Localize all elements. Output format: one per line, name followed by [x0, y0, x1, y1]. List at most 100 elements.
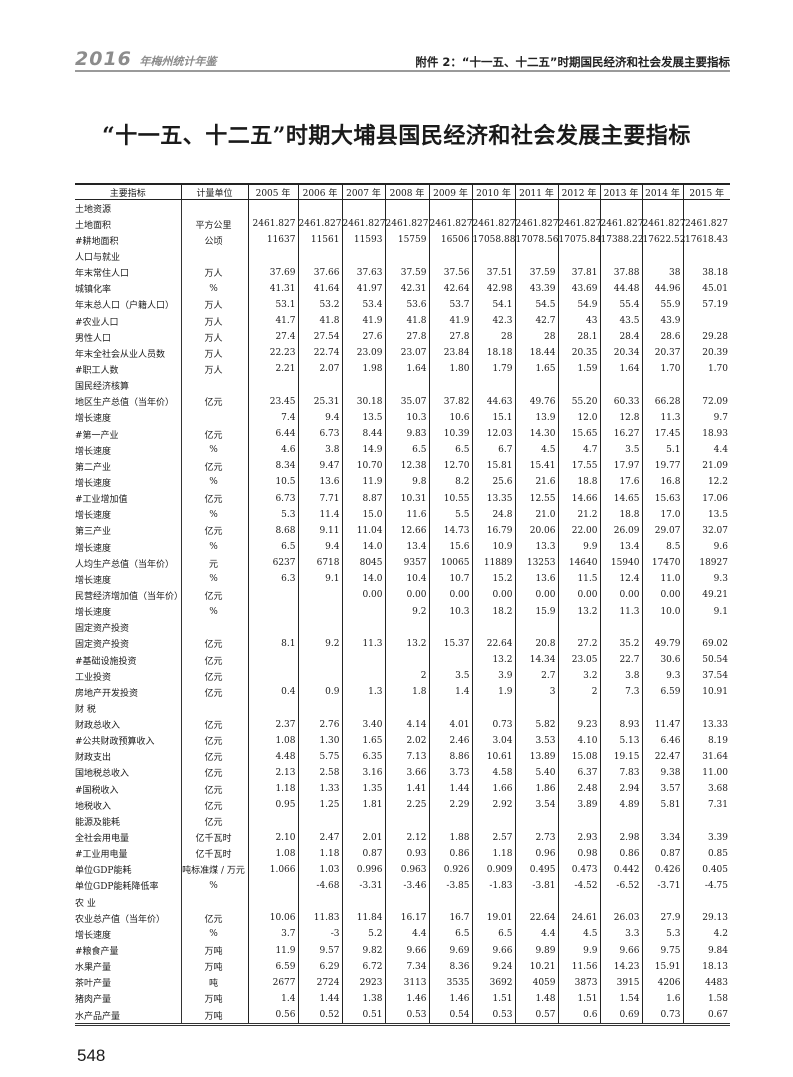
- yearbook-logo: 2016 年梅州统计年鉴: [75, 48, 217, 70]
- value-cell: 14.65: [599, 490, 642, 507]
- value-cell: 17470: [641, 555, 683, 572]
- table-row: #粮食产量 万吨 11.9 9.57 9.82 9.66 9.69 9.66 9.89 9.9 9.…: [75, 942, 730, 959]
- value-cell: 11561: [297, 232, 342, 249]
- value-cell: 1.79: [471, 361, 515, 378]
- value-cell: 17.97: [599, 458, 642, 475]
- value-cell: 15.0: [341, 506, 385, 523]
- value-cell: 6718: [297, 555, 342, 572]
- value-cell: [682, 619, 730, 636]
- value-cell: [557, 619, 600, 636]
- value-cell: 22.23: [247, 345, 298, 362]
- value-cell: 42.3: [471, 312, 515, 330]
- table-row: 农业总产值（当年价） 亿元 10.06 11.83 11.84 16.17 16.7 19.0…: [75, 910, 730, 927]
- value-cell: [297, 813, 342, 830]
- value-cell: [297, 619, 342, 636]
- value-cell: 5.81: [641, 797, 683, 814]
- indicator-name: 地税收入: [75, 801, 112, 812]
- value-cell: 11637: [247, 232, 298, 249]
- table-row: 增长速度% 10.5 13.6 11.9 9.8 8.2 25.6 21.6 18.8 17.6 1…: [75, 474, 730, 491]
- value-cell: 8.1: [247, 635, 298, 652]
- table-row: #国税收入 亿元 1.18 1.33 1.35 1.41 1.44 1.66 1.86 2.48 2…: [75, 781, 730, 798]
- value-cell: 3.57: [641, 781, 683, 798]
- value-cell: 5.40: [514, 764, 558, 782]
- value-cell: 1.46: [428, 990, 472, 1008]
- value-cell: 5.2: [341, 926, 385, 943]
- value-cell: 6.5: [384, 442, 429, 459]
- value-cell: [384, 813, 429, 830]
- value-cell: 3.89: [557, 797, 600, 814]
- value-cell: 3.04: [471, 732, 515, 749]
- unit-cell: 吨标准煤 / 万元: [180, 861, 248, 878]
- value-cell: 10.4: [384, 571, 429, 588]
- value-cell: 4.5: [514, 442, 558, 459]
- page-number: 548: [77, 1046, 106, 1065]
- value-cell: 23.05: [557, 651, 600, 669]
- value-cell: 2.76: [297, 716, 342, 733]
- value-cell: 0.426: [641, 861, 683, 878]
- unit-cell: 亿元: [180, 716, 248, 733]
- indicator-name: 增长速度: [75, 543, 112, 554]
- value-cell: 1.80: [428, 361, 472, 378]
- value-cell: 2461.827: [341, 216, 385, 233]
- indicator-name: #农业人口: [75, 317, 119, 328]
- value-cell: 44.96: [641, 280, 683, 297]
- value-cell: 4.4: [384, 926, 429, 943]
- indicator-name: 增长速度: [75, 478, 112, 489]
- value-cell: [297, 700, 342, 717]
- value-cell: -3.85: [428, 877, 472, 895]
- section-row: 固定资产投资: [75, 619, 730, 636]
- value-cell: 2461.827: [599, 216, 643, 233]
- value-cell: 27.6: [341, 329, 385, 346]
- value-cell: 27.54: [297, 329, 342, 346]
- value-cell: 0.96: [514, 845, 558, 862]
- unit-cell: %: [180, 603, 248, 620]
- value-cell: [247, 248, 298, 265]
- unit-cell: 万人: [180, 264, 248, 281]
- value-cell: [341, 619, 385, 636]
- unit-cell: 万人: [180, 296, 248, 313]
- value-cell: 22.64: [471, 635, 515, 652]
- value-cell: -4.68: [297, 877, 342, 895]
- table-row: 水产品产量 万吨 0.56 0.52 0.51 0.53 0.54 0.53 0.57 0.6 0.…: [75, 1007, 730, 1025]
- value-cell: 19.77: [641, 458, 683, 475]
- value-cell: 1.70: [641, 361, 683, 378]
- value-cell: 2.98: [599, 829, 642, 846]
- value-cell: 1.4: [247, 990, 298, 1008]
- value-cell: [682, 377, 730, 394]
- value-cell: 9.66: [599, 942, 642, 959]
- value-cell: 0.473: [557, 861, 600, 878]
- value-cell: 12.03: [471, 425, 515, 443]
- value-cell: 7.3: [599, 684, 642, 701]
- value-cell: [641, 377, 683, 394]
- value-cell: 9.83: [384, 425, 429, 443]
- value-cell: 3.2: [557, 668, 600, 685]
- section-row: 农 业: [75, 894, 730, 911]
- value-cell: 18927: [682, 555, 730, 572]
- unit-cell: 亿元: [180, 781, 248, 798]
- value-cell: [557, 199, 600, 217]
- value-cell: 8.86: [428, 748, 472, 765]
- value-cell: 14640: [557, 555, 600, 572]
- value-cell: 1.46: [384, 990, 429, 1008]
- value-cell: 10.39: [428, 425, 472, 443]
- unit-cell: 吨: [180, 974, 248, 991]
- table-row: #工业增加值 亿元 6.73 7.71 8.87 10.31 10.55 13.35 12.55…: [75, 490, 730, 507]
- value-cell: [641, 700, 683, 717]
- value-cell: 15759: [384, 232, 429, 249]
- value-cell: 37.88: [599, 264, 642, 281]
- value-cell: 10.3: [428, 603, 472, 620]
- value-cell: [682, 312, 730, 330]
- unit-cell: 亿元: [180, 910, 248, 927]
- indicator-name: #公共财政预算收入: [75, 737, 155, 748]
- value-cell: 2677: [247, 974, 298, 991]
- value-cell: 23.09: [341, 345, 385, 362]
- table-row: 地税收入 亿元 0.95 1.25 1.81 2.25 2.29 2.92 3.54 3.89 4.…: [75, 797, 730, 814]
- value-cell: 2461.827: [384, 216, 429, 233]
- value-cell: 20.8: [514, 635, 558, 652]
- value-cell: 11.4: [297, 506, 342, 523]
- value-cell: 29.07: [641, 522, 683, 539]
- value-cell: 11.47: [641, 716, 683, 733]
- value-cell: 14.30: [514, 425, 558, 443]
- value-cell: 9.6: [682, 538, 730, 556]
- value-cell: 50.54: [682, 651, 730, 669]
